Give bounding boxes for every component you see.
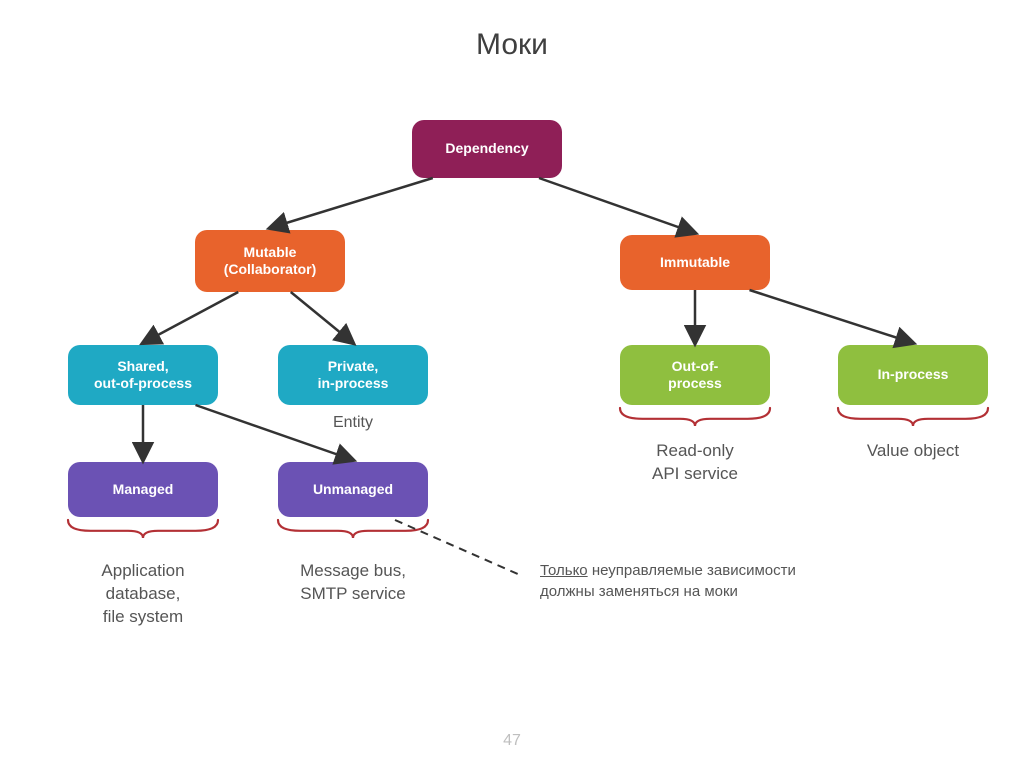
node-label: Mutable(Collaborator) [224,244,317,279]
node-mutable: Mutable(Collaborator) [195,230,345,292]
node-in-process: In-process [838,345,988,405]
caption-readonly-api: Read-onlyAPI service [620,440,770,486]
node-label: Unmanaged [313,481,393,499]
footnote-underlined: Только [540,562,588,579]
node-label: Dependency [445,140,528,158]
caption-message-bus: Message bus,SMTP service [270,560,436,606]
page-title: Моки [0,28,1024,62]
node-immutable: Immutable [620,235,770,290]
page-number: 47 [0,732,1024,750]
footnote: Только неуправляемые зависимостидолжны з… [540,560,796,602]
node-managed: Managed [68,462,218,517]
node-label: Shared,out-of-process [94,358,192,393]
caption-entity: Entity [278,412,428,434]
node-label: Private,in-process [318,358,389,393]
node-label: Immutable [660,254,730,272]
node-label: In-process [878,366,949,384]
caption-app-database: Applicationdatabase,file system [60,560,226,629]
node-private: Private,in-process [278,345,428,405]
node-unmanaged: Unmanaged [278,462,428,517]
node-dependency: Dependency [412,120,562,178]
node-label: Managed [113,481,174,499]
node-shared: Shared,out-of-process [68,345,218,405]
node-label: Out-of-process [668,358,722,393]
node-out-of-process: Out-of-process [620,345,770,405]
caption-value-object: Value object [838,440,988,463]
